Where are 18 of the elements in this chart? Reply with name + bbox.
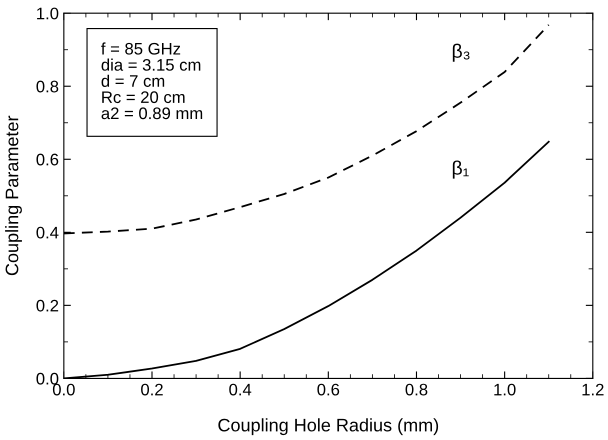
y-tick-label: 0.6: [36, 154, 58, 166]
y-axis-title: Coupling Parameter: [5, 116, 22, 276]
y-tick-label: 0.8: [36, 80, 58, 92]
y-tick-label: 0.0: [36, 372, 58, 385]
x-axis-title: Coupling Hole Radius (mm): [218, 418, 438, 436]
x-tick-label: 0.0: [52, 384, 75, 396]
x-tick-label: 1.0: [494, 384, 516, 396]
y-tick-label: 1.0: [37, 8, 58, 20]
series-label: β₁: [452, 160, 469, 179]
series-label: β₃: [452, 44, 470, 62]
x-tick-label: 1.2: [582, 384, 604, 396]
y-tick-label: 0.4: [36, 226, 58, 239]
x-tick-label: 0.4: [229, 384, 252, 396]
annotation: f = 85 GHz dia = 3.15 cm d = 7 cm Rc = 20 cm a2 = 0.89 mm: [101, 42, 202, 120]
x-tick-label: 0.8: [406, 384, 428, 396]
x-tick-label: 0.6: [317, 384, 340, 396]
y-tick-label: 0.2: [36, 300, 58, 312]
x-tick-label: 0.2: [141, 384, 163, 396]
